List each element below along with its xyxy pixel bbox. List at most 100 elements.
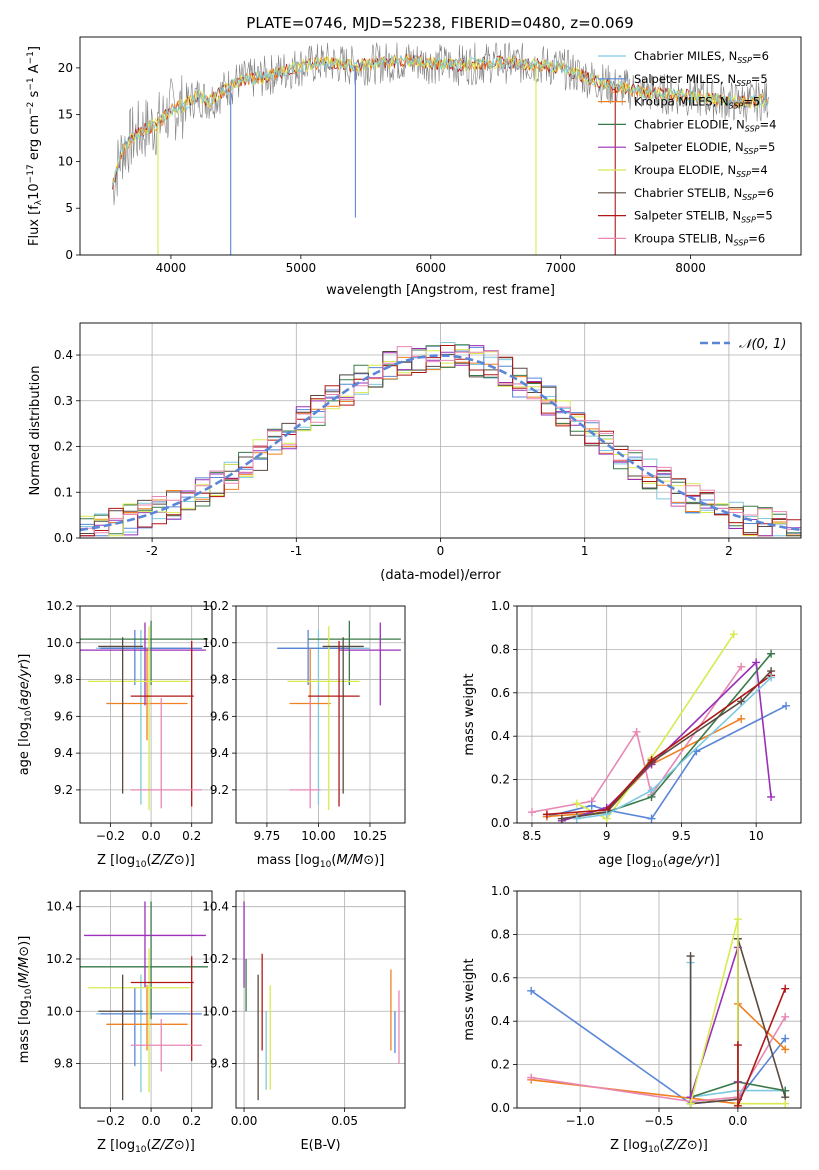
x-tick-label: 10.25 xyxy=(353,829,387,843)
y-tick-label: 10.2 xyxy=(46,952,73,966)
x-tick-label: 1 xyxy=(581,544,589,558)
x-tick-label: -2 xyxy=(146,544,158,558)
x-axis-label: wavelength [Angstrom, rest frame] xyxy=(326,283,555,298)
plot-area xyxy=(80,901,208,1101)
legend-entry: Chabrier ELODIE, NSSP=4 xyxy=(598,117,776,133)
y-tick-label: 10.2 xyxy=(46,599,73,613)
axes-frame xyxy=(79,605,213,824)
data-point-kroupa_elodie xyxy=(88,948,190,1093)
weight-marker xyxy=(737,714,746,723)
y-tick-label: 9.8 xyxy=(54,1057,73,1071)
y-tick-label: 1.0 xyxy=(491,884,510,898)
y-tick-label: 10.4 xyxy=(46,900,73,914)
y-tick-label: 9.8 xyxy=(210,1057,229,1071)
data-point-kroupa_stelib xyxy=(289,697,321,809)
legend-label: Salpeter STELIB, NSSP=5 xyxy=(634,209,773,225)
weight-line xyxy=(576,653,772,818)
weight-marker xyxy=(767,673,776,682)
weight-marker xyxy=(527,1073,536,1082)
axes-frame xyxy=(79,36,802,256)
x-tick-label: 10.00 xyxy=(301,829,335,843)
x-tick-label: 10 xyxy=(749,829,764,843)
y-tick-label: 9.2 xyxy=(210,783,229,797)
y-tick-label: 15 xyxy=(58,108,73,122)
weight-marker xyxy=(767,792,776,801)
y-tick-label: 9.4 xyxy=(210,746,229,760)
x-tick-label: 0.2 xyxy=(182,1114,201,1128)
data-point-chabrier_elodie xyxy=(80,620,208,686)
plot-area xyxy=(243,901,400,1101)
y-axis-label: mass [log10(M/M⊙)] xyxy=(17,936,34,1064)
legend-label: Chabrier ELODIE, NSSP=4 xyxy=(634,117,776,133)
y-axis-label: mass weight xyxy=(462,673,477,755)
residuals-panel: -2 -1 0 1 2 0.0 0.1 0.2 0.3 0.4 (data-model)/error… xyxy=(28,322,802,583)
data-point-salpeter_stelib xyxy=(130,640,194,807)
data-point-kroupa_miles xyxy=(106,985,188,1051)
weight-marker xyxy=(686,952,695,961)
weight-marker xyxy=(767,649,776,658)
plot-area xyxy=(112,42,769,255)
x-axis-label: age [log10(age/yr)] xyxy=(598,853,720,870)
y-axis-label: age [log10(age/yr)] xyxy=(17,654,34,776)
plot-area xyxy=(80,620,208,811)
legend-label: Chabrier STELIB, NSSP=6 xyxy=(634,186,774,202)
y-tick-label: 0.0 xyxy=(491,1101,510,1115)
age-vs-metallicity-panel: −0.2 0.0 0.2 9.2 9.4 9.6 9.8 10.0 10.2 Z [log10(Z… xyxy=(17,599,213,870)
y-tick-label: 0.8 xyxy=(491,927,510,941)
legend-entry: Salpeter STELIB, NSSP=5 xyxy=(598,209,773,225)
x-axis-label: Z [log10(Z/Z⊙)] xyxy=(97,1138,195,1155)
mass-weight-vs-age-panel: 8.5 9 9.5 10 0.0 0.2 0.4 0.6 0.8 1.0 age [log10(ag… xyxy=(462,599,802,870)
mass-weight-vs-metallicity-panel: −1.0 −0.5 0.0 0.0 0.2 0.4 0.6 0.8 1.0 Z [log10(Z/… xyxy=(462,884,802,1155)
axes-frame xyxy=(235,890,406,1109)
weight-series-kroupa_stelib xyxy=(527,1012,790,1106)
data-point-salpeter_elodie xyxy=(80,622,206,706)
x-tick-label: 9.75 xyxy=(254,829,281,843)
axes-frame xyxy=(79,322,802,539)
y-tick-label: 20 xyxy=(58,61,73,75)
weight-marker xyxy=(632,727,641,736)
y-axis-label: Flux [fλ10−17 erg cm−2 s−1 A−1] xyxy=(26,46,44,246)
y-tick-label: 10.4 xyxy=(202,900,229,914)
y-axis-label: Normed distribution xyxy=(28,366,43,496)
weight-marker xyxy=(733,1041,742,1050)
y-tick-label: 0.3 xyxy=(54,394,73,408)
weight-marker xyxy=(737,697,746,706)
y-tick-label: 5 xyxy=(65,201,73,215)
y-tick-label: 0 xyxy=(65,248,73,262)
y-tick-label: 9.2 xyxy=(54,783,73,797)
weight-series-salpeter_miles xyxy=(527,986,790,1108)
axes-frame xyxy=(79,890,213,1109)
y-tick-label: 0.2 xyxy=(491,1058,510,1072)
data-point-chabrier_elodie xyxy=(308,620,401,686)
legend-entry: Chabrier MILES, NSSP=6 xyxy=(598,49,769,65)
x-tick-label: 9 xyxy=(603,829,611,843)
y-tick-label: 0.6 xyxy=(491,686,510,700)
data-point-kroupa_miles xyxy=(106,648,188,741)
y-tick-label: 0.8 xyxy=(491,642,510,656)
data-point-kroupa_elodie xyxy=(287,626,360,811)
x-axis-label: Z [log10(Z/Z⊙)] xyxy=(610,1138,708,1155)
mass-vs-reddening-panel: 0.00 0.05 9.8 10.0 10.2 10.4 E(B-V) xyxy=(202,890,406,1153)
y-tick-label: 10.0 xyxy=(202,636,229,650)
model-spectrum-chabrier_miles xyxy=(112,54,769,186)
weight-marker xyxy=(542,810,551,819)
data-point-chabrier_stelib xyxy=(322,637,364,794)
weight-marker xyxy=(587,801,596,810)
data-point-kroupa_elodie xyxy=(88,626,190,811)
y-axis-label: mass weight xyxy=(462,958,477,1040)
y-tick-label: 0.4 xyxy=(491,729,510,743)
y-tick-label: 0.2 xyxy=(491,773,510,787)
y-tick-label: 0.4 xyxy=(491,1014,510,1028)
y-tick-label: 0.6 xyxy=(491,971,510,985)
weight-marker xyxy=(733,1101,742,1108)
weight-series-salpeter_elodie xyxy=(686,943,742,1102)
x-tick-label: 8000 xyxy=(675,261,706,275)
weight-marker xyxy=(737,662,746,671)
legend-entry: Salpeter ELODIE, NSSP=5 xyxy=(598,140,775,156)
weight-marker xyxy=(781,1086,790,1095)
x-tick-label: 5000 xyxy=(286,261,317,275)
legend-label: Kroupa ELODIE, NSSP=4 xyxy=(634,163,768,179)
spectrum-panel: 4000 5000 6000 7000 8000 0 5 10 15 20 wavelength [… xyxy=(26,36,802,298)
weight-line xyxy=(546,705,787,820)
